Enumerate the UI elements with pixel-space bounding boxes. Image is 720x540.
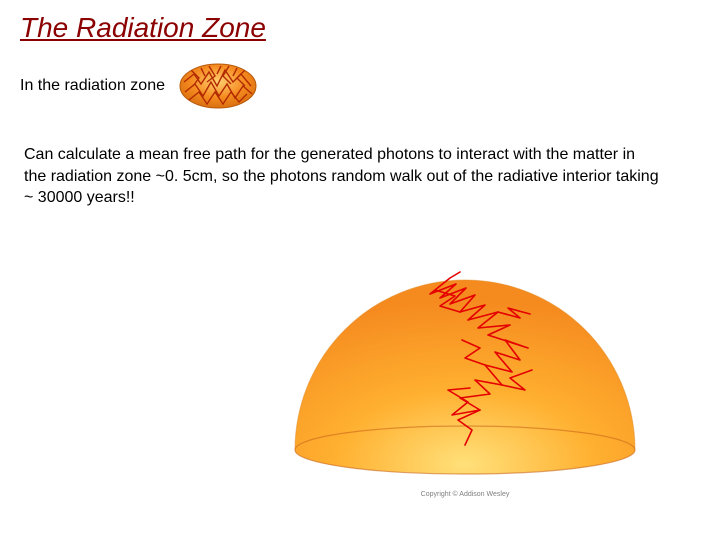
sun-hemisphere-icon: [280, 270, 650, 485]
intro-text: In the radiation zone: [20, 77, 165, 95]
intro-row: In the radiation zone: [20, 62, 700, 110]
body-paragraph: Can calculate a mean free path for the g…: [20, 144, 660, 209]
page-title: The Radiation Zone: [20, 12, 700, 44]
radiation-zone-disk-icon: [179, 62, 257, 110]
figure-copyright: Copyright © Addison Wesley: [280, 491, 650, 498]
slide: The Radiation Zone In the radiation zone: [0, 0, 720, 540]
random-walk-figure: Copyright © Addison Wesley: [280, 270, 650, 498]
